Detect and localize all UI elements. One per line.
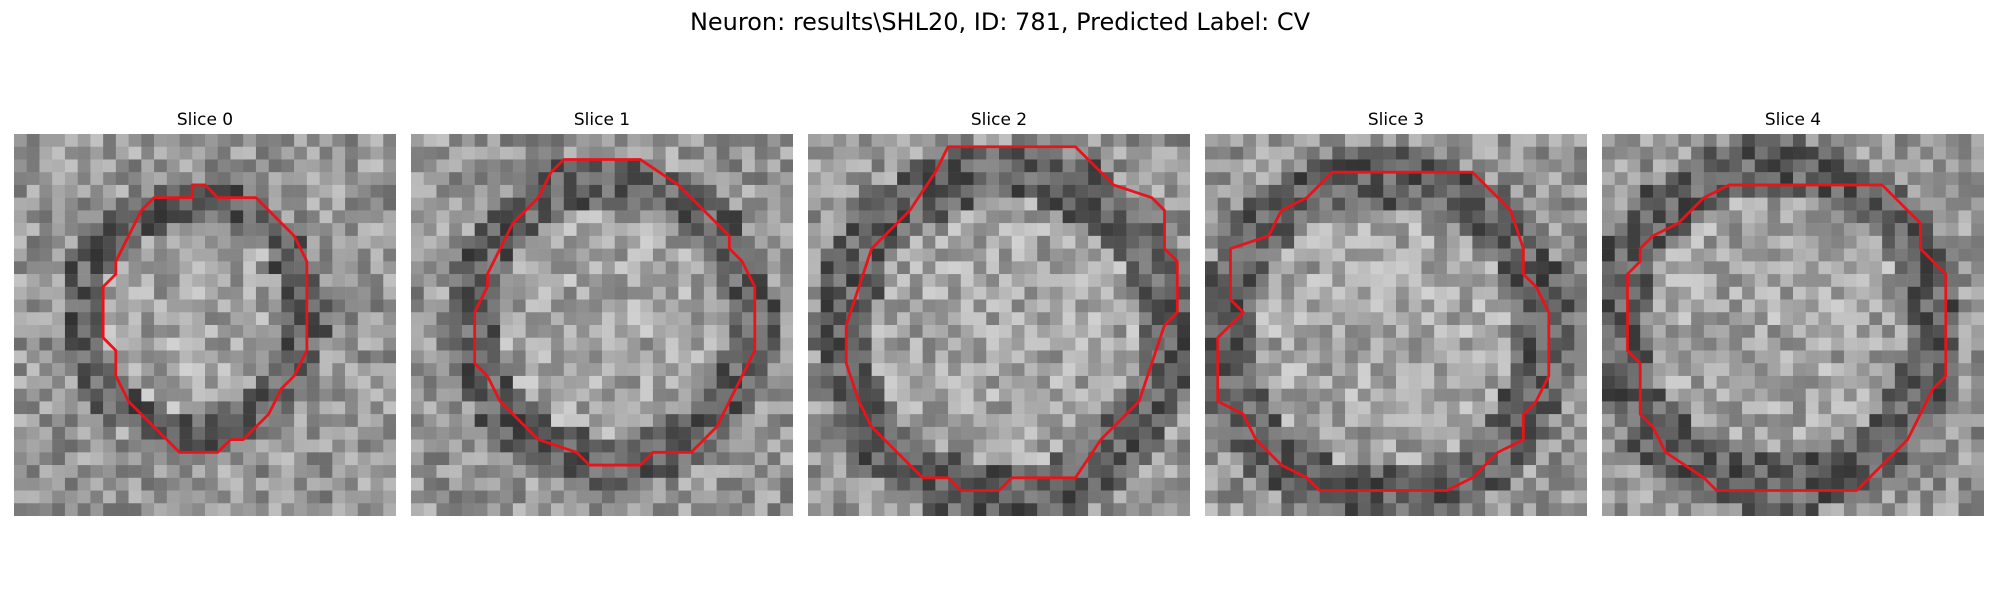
slice-title: Slice 3 [1367,110,1425,130]
slice-title: Slice 0 [176,110,234,130]
pixel-grid [808,134,1190,516]
roi-contour [1626,183,1948,492]
slice-title: Slice 1 [573,110,631,130]
roi-contour [844,145,1179,492]
slice-image-with-contour [808,134,1190,516]
slice-panel-3: Slice 3 [1205,108,1587,516]
slice-image-with-contour [14,134,396,516]
slice-image-with-contour [1205,134,1587,516]
slice-panel-4: Slice 4 [1602,108,1984,516]
slice-panel-0: Slice 0 [14,108,396,516]
slice-image-with-contour [411,134,793,516]
pixel-grid [1205,134,1587,516]
roi-contour [1216,170,1551,492]
roi-contour [473,158,757,467]
pixel-grid [14,134,396,516]
pixel-grid [411,134,793,516]
slice-image-with-contour [1602,134,1984,516]
figure-title: Neuron: results\SHL20, ID: 781, Predicte… [689,8,1311,36]
slice-panel-2: Slice 2 [808,108,1190,516]
pixel-grid [1602,134,1984,516]
slice-title: Slice 2 [970,110,1028,130]
slice-panel-1: Slice 1 [411,108,793,516]
slice-title: Slice 4 [1764,110,1822,130]
roi-contour [101,183,309,454]
